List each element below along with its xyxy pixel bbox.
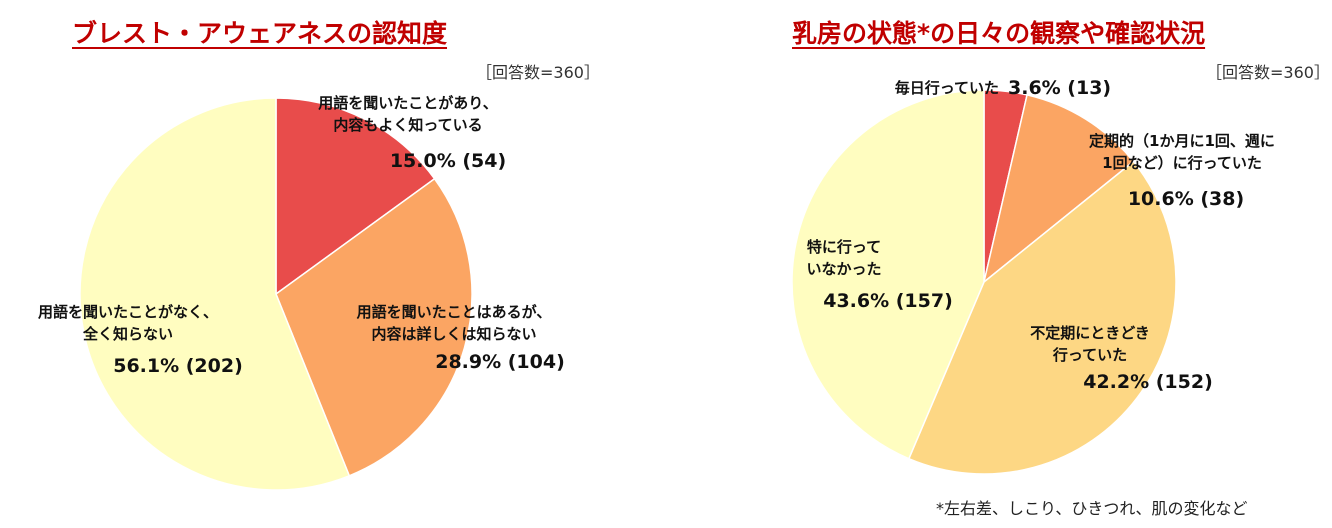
- slice-label-text: 用語を聞いたことはあるが、: [357, 303, 552, 321]
- pie-slice: [275, 177, 473, 477]
- chart-title: ブレスト・アウェアネスの認知度: [72, 19, 448, 48]
- pie-slice: [79, 97, 351, 491]
- slice-label: 用語を聞いたことがなく、全く知らない 56.1% (202): [38, 303, 243, 377]
- slice-label: 用語を聞いたことがあり、内容もよく知っている 15.0% (54): [318, 94, 506, 172]
- slice-label-text: 1回など）に行っていた: [1102, 154, 1262, 172]
- slice-label-text: いなかった: [806, 260, 881, 278]
- slice-label-text: 特に行って: [807, 238, 881, 256]
- slice-value-label: 10.6% (38): [1128, 188, 1244, 210]
- slice-label-text: 用語を聞いたことがあり、: [318, 94, 497, 112]
- slice-label-text: 定期的（1か月に1回、週に: [1089, 132, 1275, 150]
- slice-value-label: 43.6% (157): [823, 290, 953, 312]
- pie-slice: [791, 89, 985, 460]
- slice-label: 用語を聞いたことはあるが、内容は詳しくは知らない 28.9% (104): [357, 303, 565, 373]
- slice-label-text: 内容もよく知っている: [333, 116, 482, 134]
- slice-label: 定期的（1か月に1回、週に 1回など）に行っていた 10.6% (38): [1089, 132, 1275, 210]
- slice-label: 毎日行っていた 3.6% (13): [895, 77, 1111, 99]
- slice-value-label: 3.6% (13): [1008, 77, 1111, 99]
- observation-chart-panel: 乳房の状態*の日々の観察や確認状況 ［回答数=360］ 毎日行っていた 3.6% …: [666, 0, 1332, 528]
- awareness-chart-panel: ブレスト・アウェアネスの認知度 ［回答数=360］ 用語を聞いたことがあり、 内容…: [38, 19, 600, 491]
- chart-title: 乳房の状態*の日々の観察や確認状況: [792, 19, 1206, 48]
- respondent-count: ［回答数=360］: [476, 63, 600, 82]
- slice-label-text: 不定期にときどき: [1030, 324, 1150, 342]
- footnote: *左右差、しこり、ひきつれ、肌の変化など: [936, 499, 1248, 518]
- slice-value-label: 42.2% (152): [1083, 371, 1213, 393]
- respondent-count: ［回答数=360］: [1206, 63, 1330, 82]
- slice-label-text: 用語を聞いたことがなく、: [38, 303, 218, 321]
- slice-value-label: 15.0% (54): [390, 150, 506, 172]
- pie-slice: [275, 97, 436, 296]
- slice-label-text: 毎日行っていた: [895, 79, 999, 97]
- observation-pie-chart: 毎日行っていた 3.6% (13) 定期的（1か月に1回、週に 1回など）に行っていた…: [791, 77, 1275, 475]
- slice-value-label: 56.1% (202): [113, 355, 243, 377]
- slice-value-label: 28.9% (104): [435, 351, 565, 373]
- slice-label-text: 内容は詳しくは知らない: [371, 325, 536, 343]
- pie-slice: [907, 160, 1177, 475]
- slice-label-text: 全く知らない: [82, 325, 173, 343]
- slice-label-text: 行っていた: [1052, 346, 1127, 364]
- pie-slice: [982, 93, 1135, 284]
